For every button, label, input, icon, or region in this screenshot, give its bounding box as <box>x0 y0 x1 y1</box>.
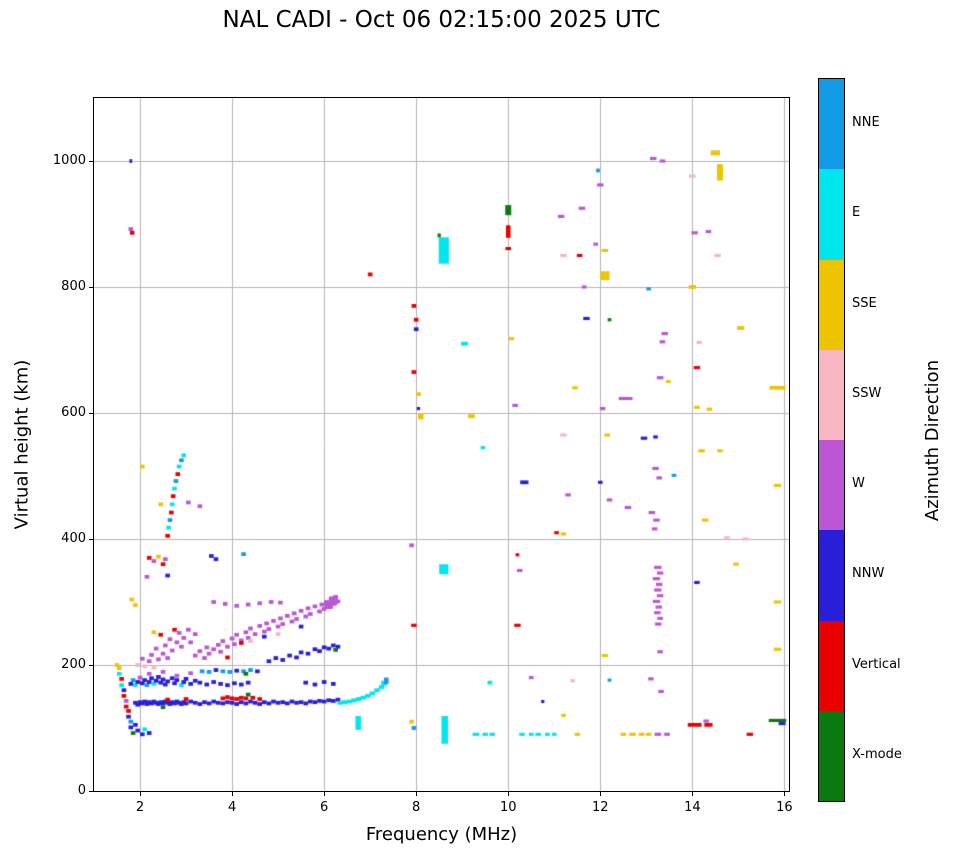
y-tick-mark <box>89 665 93 666</box>
x-tick-mark <box>416 792 418 796</box>
y-tick-mark <box>89 791 93 792</box>
colorbar <box>818 78 845 802</box>
x-tick-mark <box>600 792 602 796</box>
x-tick-mark <box>232 792 234 796</box>
colorbar-label: E <box>852 205 861 221</box>
y-axis-label: Virtual height (km) <box>11 359 33 530</box>
y-tick-mark <box>89 287 93 288</box>
colorbar-segment-w <box>819 440 844 531</box>
colorbar-segment-vertical <box>819 620 844 711</box>
colorbar-label: W <box>852 476 865 492</box>
y-tick-label: 200 <box>61 657 86 672</box>
x-tick-label: 4 <box>227 800 237 815</box>
colorbar-segment-x-mode <box>819 710 844 801</box>
y-tick-label: 600 <box>61 405 86 420</box>
y-tick-mark <box>89 539 93 540</box>
y-tick-label: 1000 <box>52 153 86 168</box>
x-tick-mark <box>508 792 510 796</box>
x-tick-label: 2 <box>135 800 145 815</box>
y-tick-mark <box>89 413 93 414</box>
colorbar-title: Azimuth Direction <box>922 359 944 521</box>
colorbar-label: NNE <box>852 115 880 131</box>
colorbar-segment-nne <box>819 79 844 170</box>
x-tick-mark <box>324 792 326 796</box>
x-axis-label: Frequency (MHz) <box>365 824 518 845</box>
y-tick-label: 800 <box>61 279 86 294</box>
colorbar-title-wrap: Azimuth Direction <box>912 78 954 802</box>
x-tick-label: 6 <box>319 800 329 815</box>
colorbar-label: X-mode <box>852 746 902 762</box>
y-tick-label: 400 <box>61 531 86 546</box>
colorbar-segment-sse <box>819 259 844 350</box>
colorbar-segment-ssw <box>819 349 844 440</box>
colorbar-label: NNW <box>852 566 885 582</box>
y-axis-label-wrap: Virtual height (km) <box>6 97 38 792</box>
x-tick-mark <box>140 792 142 796</box>
colorbar-label: Vertical <box>852 656 901 672</box>
x-tick-mark <box>692 792 694 796</box>
y-tick-label: 0 <box>77 783 86 798</box>
colorbar-segment-nnw <box>819 530 844 621</box>
x-tick-label: 8 <box>412 800 421 815</box>
scatter-canvas <box>94 98 789 791</box>
x-tick-label: 16 <box>776 800 793 815</box>
y-tick-mark <box>89 161 93 162</box>
colorbar-label: SSW <box>852 385 882 401</box>
plot-area <box>93 97 790 792</box>
colorbar-segment-e <box>819 169 844 260</box>
x-tick-label: 14 <box>684 800 701 815</box>
x-tick-label: 10 <box>499 800 517 815</box>
x-tick-label: 12 <box>592 800 609 815</box>
colorbar-labels: NNE E SSE SSW W NNW Vertical X-mode <box>852 78 922 802</box>
colorbar-label: SSE <box>852 295 877 311</box>
chart-title: NAL CADI - Oct 06 02:15:00 2025 UTC <box>222 7 661 33</box>
x-tick-mark <box>784 792 786 796</box>
